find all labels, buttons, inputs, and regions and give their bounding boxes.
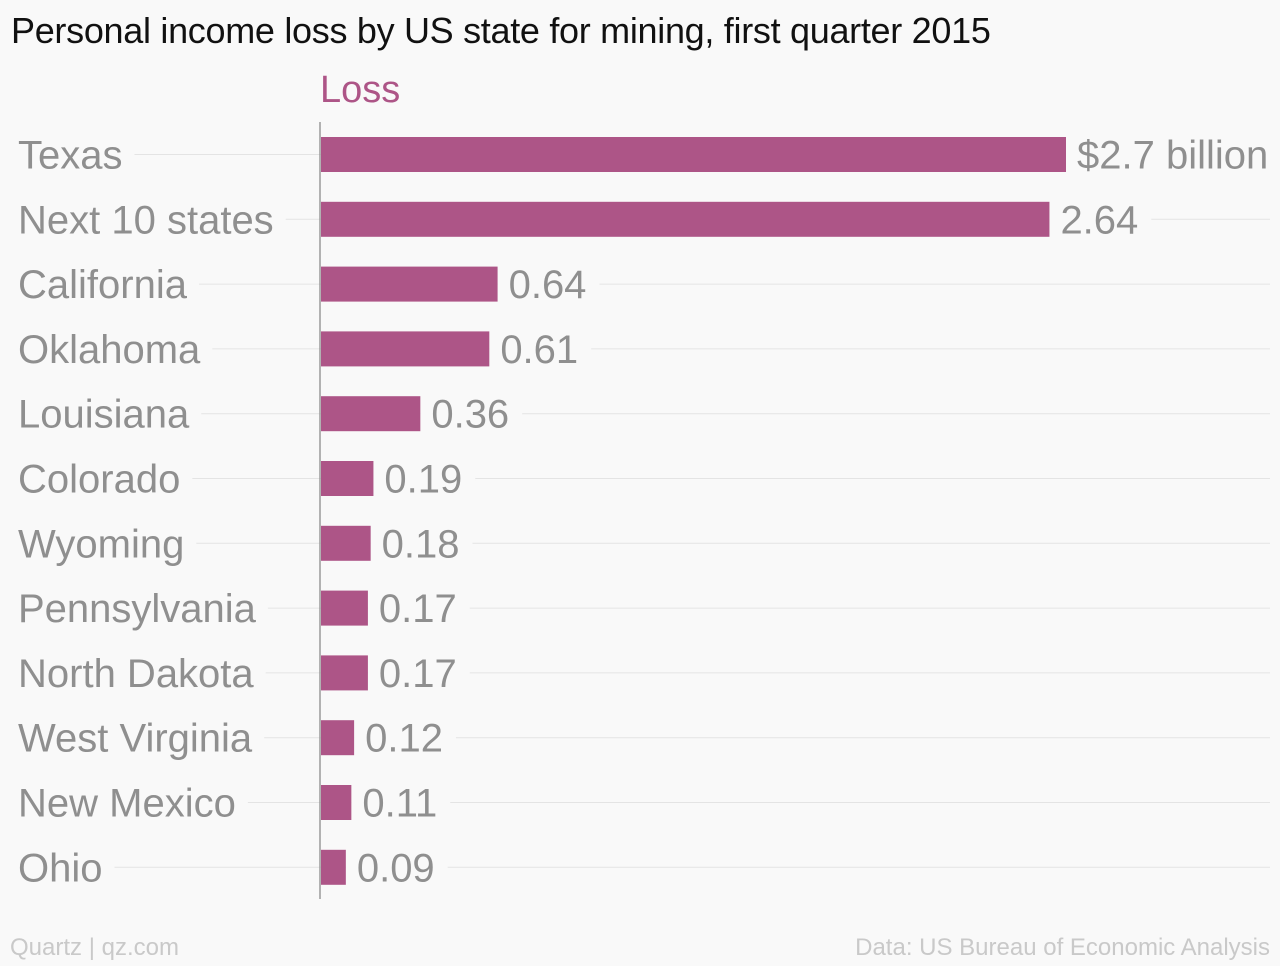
value-label: $2.7 billion [1077,134,1268,178]
grid-lines [114,151,1280,871]
category-label: Ohio [18,846,103,890]
value-label: 0.12 [365,717,443,761]
value-label-background [345,864,448,871]
value-label: 0.64 [509,263,587,307]
value-label: 0.36 [431,393,509,437]
labels: Texas $2.7 billion Next 10 states 2.64 Calif… [18,134,1268,891]
chart-title: Personal income loss by US state for min… [11,10,991,51]
value-label-background [373,475,476,482]
bar [321,525,371,561]
value-label: 0.11 [362,782,437,826]
category-label: Texas [18,134,123,178]
bar [321,655,368,691]
bar [321,137,1066,172]
value-label-background [1066,151,1280,158]
value-label-background [354,734,456,741]
category-label: West Virginia [18,717,253,761]
bar [321,849,346,885]
bars [321,137,1066,885]
bar [321,331,490,367]
source-text: Data: US Bureau of Economic Analysis [855,934,1270,961]
value-label-background [489,345,592,352]
credit-text: Quartz | qz.com [10,934,179,961]
category-label: Wyoming [18,522,184,566]
value-label-background [1049,216,1152,223]
bar [321,201,1050,237]
value-label: 0.09 [357,846,435,890]
series-label: Loss [320,69,400,111]
bar [321,396,421,432]
category-label: Pennsylvania [18,587,257,631]
value-label-background [497,281,600,288]
bar [321,720,355,756]
category-label: Oklahoma [18,328,201,372]
value-label: 0.18 [382,522,460,566]
value-label-background [367,605,470,612]
value-label: 0.17 [379,587,457,631]
bar [321,266,498,302]
value-label: 0.19 [384,458,462,502]
value-label-background [351,799,451,806]
category-label: North Dakota [18,652,254,696]
value-label: 2.64 [1060,198,1138,242]
value-label: 0.17 [379,652,457,696]
value-label-background [420,410,523,417]
value-label-background [367,669,470,676]
bar [321,785,352,820]
bar [321,590,368,626]
category-label: Next 10 states [18,198,274,242]
category-label: Colorado [18,458,180,502]
category-label: Louisiana [18,393,190,437]
value-label-background [370,540,473,547]
bar [321,461,374,496]
category-label: California [18,263,188,307]
value-label: 0.61 [500,328,578,372]
category-label: New Mexico [18,782,236,826]
